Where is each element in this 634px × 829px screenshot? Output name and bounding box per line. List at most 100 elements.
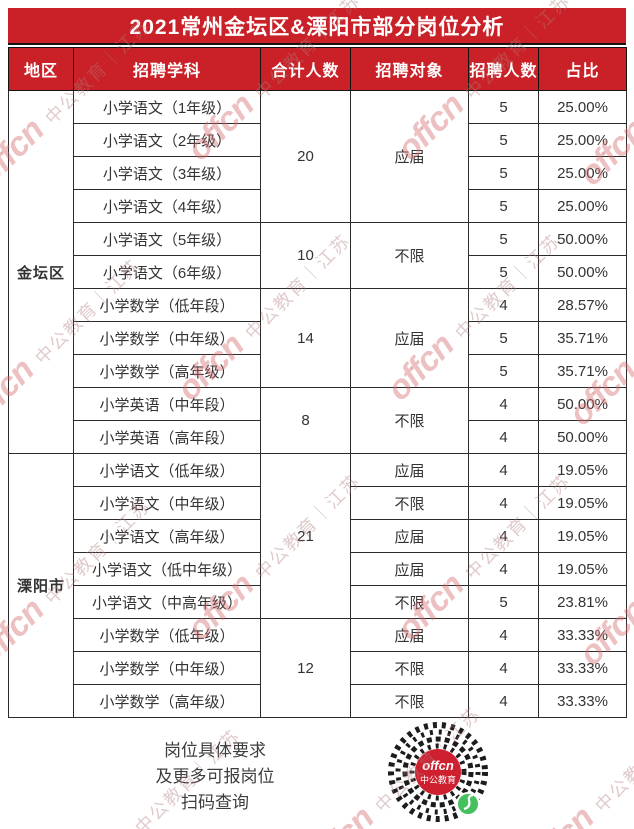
table-row: 小学语文（6年级） 5 50.00% xyxy=(9,255,627,289)
table-row: 小学数学（高年级） 5 35.71% xyxy=(9,354,627,388)
subject-cell: 小学数学（中年级） xyxy=(73,321,261,355)
target-cell: 不限 xyxy=(350,585,469,619)
positions-table: 地区 招聘学科 合计人数 招聘对象 招聘人数 占比 金坛区 小学语文（1年级） 20… xyxy=(8,47,627,718)
count-cell: 5 xyxy=(468,585,539,619)
count-cell: 4 xyxy=(468,651,539,685)
total-cell: 20 xyxy=(260,90,351,223)
column-header-total: 合计人数 xyxy=(260,47,351,91)
wechat-search-icon xyxy=(456,792,480,816)
footer-note-line: 岗位具体要求 xyxy=(164,741,266,760)
subject-cell: 小学数学（低年段） xyxy=(73,288,261,322)
subject-cell: 小学语文（4年级） xyxy=(73,189,261,223)
ratio-cell: 25.00% xyxy=(538,189,627,223)
target-cell: 应届 xyxy=(350,519,469,553)
table-row: 溧阳市 小学语文（低年级） 21 应届 4 19.05% xyxy=(8,453,627,718)
count-cell: 4 xyxy=(468,552,539,586)
target-cell: 不限 xyxy=(350,651,469,685)
ratio-cell: 19.05% xyxy=(538,486,627,520)
ratio-cell: 50.00% xyxy=(538,387,627,421)
target-cell: 不限 xyxy=(350,486,469,520)
qr-dot-rings xyxy=(388,722,488,822)
count-cell: 5 xyxy=(468,189,539,223)
subject-cell: 小学语文（6年级） xyxy=(73,255,261,289)
subject-cell: 小学英语（中年段） xyxy=(73,387,261,421)
ratio-cell: 25.00% xyxy=(538,123,627,157)
column-header-target: 招聘对象 xyxy=(350,47,469,91)
target-cell: 应届 xyxy=(350,288,469,388)
count-cell: 4 xyxy=(468,387,539,421)
table-row: 小学语文（5年级） 10 不限 5 50.00% xyxy=(9,222,627,289)
table-row: 小学英语（高年段） 4 50.00% xyxy=(9,420,627,454)
count-cell: 4 xyxy=(468,519,539,553)
ratio-cell: 33.33% xyxy=(538,684,627,718)
table-row: 小学英语（中年段） 8 不限 4 50.00% xyxy=(9,387,627,454)
target-cell: 应届 xyxy=(350,453,469,487)
table-row: 小学语文（中年级） 不限 4 19.05% xyxy=(9,486,627,520)
ratio-cell: 19.05% xyxy=(538,519,627,553)
ratio-cell: 50.00% xyxy=(538,222,627,256)
ratio-cell: 50.00% xyxy=(538,420,627,454)
table-row: 小学语文（2年级） 5 25.00% xyxy=(9,123,627,157)
footer: 岗位具体要求 及更多可报岗位 扫码查询 offcn 中公教育 xyxy=(8,718,626,826)
table-row: 金坛区 小学语文（1年级） 20 应届 5 25.00% xyxy=(8,90,627,454)
count-cell: 5 xyxy=(468,354,539,388)
ratio-cell: 25.00% xyxy=(538,156,627,190)
subject-cell: 小学语文（1年级） xyxy=(73,90,261,124)
subject-cell: 小学语文（2年级） xyxy=(73,123,261,157)
column-header-region: 地区 xyxy=(8,47,74,91)
count-cell: 5 xyxy=(468,255,539,289)
qr-logo-text-cn: 中公教育 xyxy=(420,774,456,785)
target-cell: 不限 xyxy=(350,387,469,454)
ratio-cell: 23.81% xyxy=(538,585,627,619)
ratio-cell: 19.05% xyxy=(538,453,627,487)
column-header-ratio: 占比 xyxy=(538,47,627,91)
total-cell: 14 xyxy=(260,288,351,388)
subject-cell: 小学语文（低中年级） xyxy=(73,552,261,586)
wechat-search-icon-glyph xyxy=(463,793,474,811)
footer-note: 岗位具体要求 及更多可报岗位 扫码查询 xyxy=(90,738,340,816)
region-cell: 溧阳市 xyxy=(8,453,74,718)
count-cell: 4 xyxy=(468,420,539,454)
subject-cell: 小学数学（中年级） xyxy=(73,651,261,685)
ratio-cell: 35.71% xyxy=(538,321,627,355)
subject-cell: 小学数学（高年级） xyxy=(73,354,261,388)
subject-cell: 小学英语（高年段） xyxy=(73,420,261,454)
total-cell: 10 xyxy=(260,222,351,289)
qr-center-logo xyxy=(415,749,461,795)
subject-cell: 小学语文（3年级） xyxy=(73,156,261,190)
subject-cell: 小学语文（中年级） xyxy=(73,486,261,520)
count-cell: 5 xyxy=(468,222,539,256)
total-cell: 21 xyxy=(260,453,351,619)
ratio-cell: 25.00% xyxy=(538,90,627,124)
qr-code: offcn 中公教育 xyxy=(380,720,504,824)
count-cell: 4 xyxy=(468,288,539,322)
subject-cell: 小学语文（高年级） xyxy=(73,519,261,553)
table-body: 金坛区 小学语文（1年级） 20 应届 5 25.00% 小学语文（2年级） 5 25.00% 小… xyxy=(8,90,627,718)
region-cell: 金坛区 xyxy=(8,90,74,454)
qr-code-svg: offcn 中公教育 xyxy=(388,722,488,822)
count-cell: 4 xyxy=(468,486,539,520)
subject-cell: 小学数学（高年级） xyxy=(73,684,261,718)
count-cell: 4 xyxy=(468,684,539,718)
column-header-count: 招聘人数 xyxy=(468,47,539,91)
table-row: 小学语文（高年级） 应届 4 19.05% xyxy=(9,519,627,553)
footer-note-line: 扫码查询 xyxy=(181,793,249,812)
target-cell: 应届 xyxy=(350,618,469,652)
subject-cell: 小学语文（中高年级） xyxy=(73,585,261,619)
table-row: 小学数学（低年段） 14 应届 4 28.57% xyxy=(9,288,627,388)
column-header-subject: 招聘学科 xyxy=(73,47,261,91)
target-cell: 应届 xyxy=(350,90,469,223)
ratio-cell: 28.57% xyxy=(538,288,627,322)
table-row: 小学数学（低年级） 12 应届 4 33.33% xyxy=(9,618,627,718)
target-cell: 不限 xyxy=(350,222,469,289)
sheet: 2021常州金坛区&溧阳市部分岗位分析 地区 招聘学科 合计人数 招聘对象 招聘… xyxy=(8,8,627,826)
count-cell: 4 xyxy=(468,618,539,652)
count-cell: 5 xyxy=(468,123,539,157)
qr-logo-text-offcn: offcn xyxy=(422,758,454,773)
table-header: 地区 招聘学科 合计人数 招聘对象 招聘人数 占比 xyxy=(8,47,627,91)
ratio-cell: 19.05% xyxy=(538,552,627,586)
ratio-cell: 33.33% xyxy=(538,618,627,652)
target-cell: 应届 xyxy=(350,552,469,586)
table-row: 小学数学（高年级） 不限 4 33.33% xyxy=(9,684,627,718)
